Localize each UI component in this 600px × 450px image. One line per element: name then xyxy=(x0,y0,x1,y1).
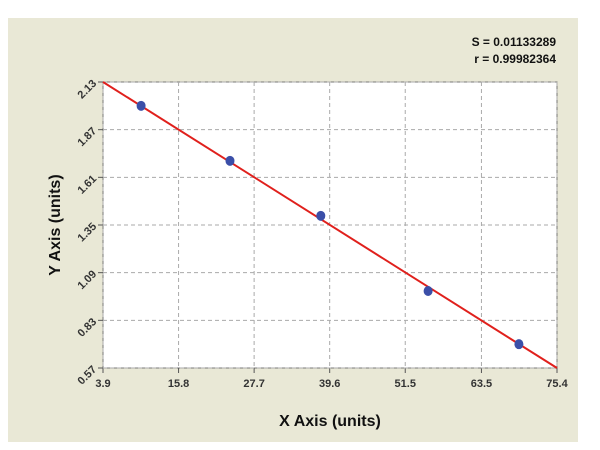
y-axis-title: Y Axis (units) xyxy=(47,174,64,275)
x-tick-label: 39.6 xyxy=(319,378,340,390)
x-tick-label: 63.5 xyxy=(471,378,492,390)
x-tick-label: 15.8 xyxy=(168,378,189,390)
fit-line xyxy=(102,81,558,369)
x-tick-label: 3.9 xyxy=(95,378,110,390)
annotation: r = 0.99982364 xyxy=(474,52,556,66)
data-point xyxy=(136,100,146,111)
x-axis-title: X Axis (units) xyxy=(279,413,381,430)
data-point xyxy=(423,286,433,296)
data-point xyxy=(225,155,235,166)
annotation: S = 0.01133289 xyxy=(472,35,557,49)
data-point xyxy=(316,210,326,221)
data-point xyxy=(514,339,524,350)
x-tick-label: 75.4 xyxy=(546,378,568,390)
x-tick-label: 51.5 xyxy=(395,378,416,390)
x-tick-label: 27.7 xyxy=(243,378,264,390)
